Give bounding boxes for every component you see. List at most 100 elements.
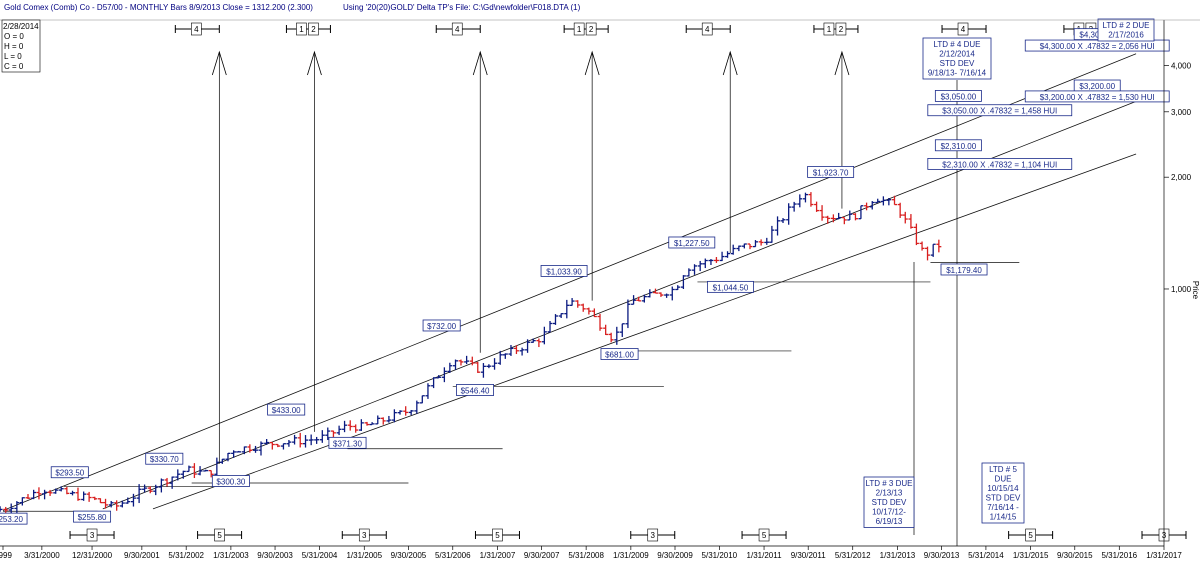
price-label: $1,044.50 — [713, 283, 749, 292]
cycle-number: 4 — [194, 25, 199, 34]
ohlc-panel-frame — [1, 19, 41, 73]
x-tick-label: 3/31/2000 — [24, 551, 60, 560]
cycle-number: 3 — [651, 531, 656, 540]
axes: 4,000 3,000 2,000 1,000 1999 3/31/2000 12/31/2… — [0, 19, 1200, 560]
price-label-box — [927, 104, 1073, 117]
annotation-line: LTD # 5 — [989, 465, 1017, 474]
price-label: $1,179.40 — [946, 266, 982, 275]
price-label: $4,300.00 — [1079, 31, 1115, 40]
x-tick-label: 9/30/2013 — [924, 551, 960, 560]
price-label: $371.30 — [333, 439, 362, 448]
cycle-number-box — [451, 22, 463, 36]
price-label: $732.00 — [427, 322, 456, 331]
x-tick-label: 9/30/2015 — [1057, 551, 1093, 560]
ohlc-readout-panel: 2/28/2014 O = 0 H = 0 L = 0 C = 0 — [1, 19, 41, 73]
x-tick-label: 9/30/2009 — [657, 551, 693, 560]
cycle-number: 1 — [299, 25, 304, 34]
cycle-number: 5 — [217, 531, 222, 540]
x-tick-label: 5/31/2016 — [1102, 551, 1138, 560]
cycle-number-box — [86, 528, 98, 542]
x-tick-label: 5/31/2004 — [302, 551, 338, 560]
annotation-box — [981, 462, 1025, 524]
annotation-line: 2/13/13 — [876, 489, 903, 498]
x-tick-label: 1999 — [0, 551, 12, 560]
annotation-line: 10/17/12- — [872, 508, 906, 517]
x-tick-label: 12/31/2000 — [72, 551, 113, 560]
cycle-number: 2 — [589, 25, 594, 34]
cycle-number: 1 — [827, 25, 832, 34]
price-label: $1,033.90 — [546, 267, 582, 276]
annotation-line: LTD # 2 DUE — [1103, 21, 1150, 30]
cycle-number: 4 — [705, 25, 710, 34]
x-tick-label: 1/31/2015 — [1013, 551, 1049, 560]
cycle-number-box — [358, 528, 370, 542]
cycle-number: 5 — [495, 531, 500, 540]
price-label-box — [145, 452, 184, 465]
y-tick-label: 2,000 — [1171, 173, 1192, 182]
annotation-box — [922, 37, 992, 80]
price-label: $300.30 — [216, 478, 245, 487]
x-tick-label: 1/31/2003 — [213, 551, 249, 560]
price-label-box — [422, 319, 461, 332]
annotation-line: 2/12/2014 — [939, 50, 975, 59]
channel-line — [2, 53, 1137, 511]
annotation-line: 10/15/14 — [987, 484, 1019, 493]
cycle-number-box — [758, 528, 770, 542]
price-label-box — [934, 139, 982, 152]
price-label-box — [807, 166, 855, 178]
price-label: $4,300.00 X .47832 = 2,056 HUI — [1040, 42, 1155, 51]
annotation-line: 7/16/14 - — [987, 503, 1019, 512]
price-label-box — [0, 512, 28, 525]
ohlc-open: O = 0 — [4, 32, 24, 41]
x-tick-label: 9/30/2011 — [791, 551, 827, 560]
price-label-box — [668, 236, 716, 249]
cycle-number-box — [308, 22, 319, 36]
cycle-number-box — [191, 22, 202, 36]
annotation-line: STD DEV — [872, 498, 907, 507]
price-label-box — [934, 90, 982, 102]
price-label-box — [267, 403, 306, 416]
ohlc-date: 2/28/2014 — [3, 22, 39, 31]
price-label: $546.40 — [461, 386, 490, 395]
x-tick-label: 1/31/2007 — [480, 551, 516, 560]
x-tick-label: 9/30/2001 — [124, 551, 160, 560]
annotation-line: 6/19/13 — [876, 517, 903, 526]
cycle-number: 2 — [839, 25, 844, 34]
chart-study-info: Using '20(20)GOLD' Delta TP's File: C:\G… — [343, 3, 581, 12]
x-tick-label: 5/31/2008 — [568, 551, 604, 560]
price-label: $433.00 — [272, 406, 301, 415]
ohlc-close: C = 0 — [4, 62, 24, 71]
y-tick-label: 1,000 — [1171, 285, 1192, 294]
cycle-number: 4 — [961, 25, 966, 34]
price-labels: $253.20 $255.80 $293.50 $330.70 $300.30 $433.… — [0, 18, 1170, 528]
cycle-number-box — [492, 528, 503, 542]
price-label-box — [600, 348, 639, 360]
x-tick-label: 1/31/2017 — [1146, 551, 1182, 560]
price-label-box — [73, 510, 112, 523]
cycle-number-box — [214, 528, 225, 542]
price-label-box — [50, 466, 89, 479]
chart-title: Gold Comex (Comb) Co - D57/00 - MONTHLY … — [4, 3, 313, 12]
annotation-box — [863, 476, 915, 528]
ohlc-high: H = 0 — [4, 42, 24, 51]
x-tick-label: 5/31/2006 — [435, 551, 471, 560]
price-label: $3,200.00 X .47832 = 1,530 HUI — [1040, 93, 1155, 102]
annotation-box — [1097, 18, 1155, 42]
cycle-number: 3 — [362, 531, 367, 540]
price-label-box — [540, 265, 588, 277]
cycle-number-box — [1025, 528, 1036, 542]
cycle-number: 2 — [311, 25, 316, 34]
y-tick-label: 3,000 — [1171, 108, 1192, 117]
price-bars — [0, 192, 942, 514]
price-label: $330.70 — [150, 455, 179, 464]
cycle-number-box — [573, 22, 585, 36]
price-label: $2,310.00 X .47832 = 1,104 HUI — [942, 160, 1057, 169]
cycle-number: 1 — [577, 25, 582, 34]
price-label-box — [456, 384, 495, 396]
x-tick-label: 1/31/2005 — [346, 551, 382, 560]
annotation-line: STD DEV — [940, 59, 975, 68]
cycle-number: 4 — [455, 25, 460, 34]
annotation-line: STD DEV — [986, 494, 1021, 503]
y-tick-label: 4,000 — [1171, 61, 1192, 70]
price-label: $253.20 — [0, 515, 23, 524]
